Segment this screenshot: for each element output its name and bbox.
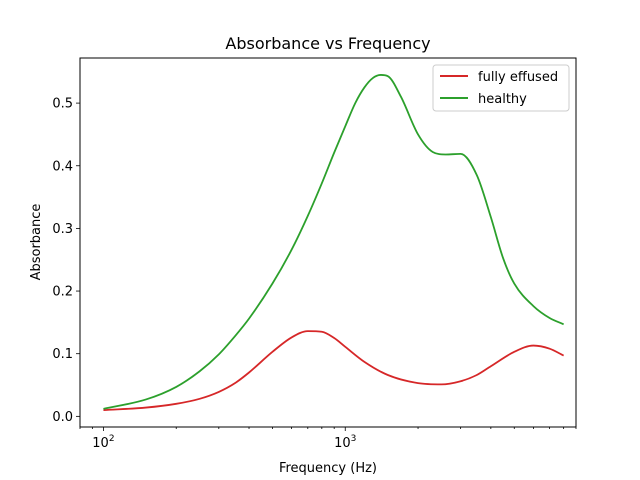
y-tick-label: 0.5 xyxy=(52,97,73,112)
y-tick-label: 0.3 xyxy=(52,222,73,237)
series-line-fully-effused xyxy=(103,330,565,411)
y-tick-label: 0.1 xyxy=(52,347,73,362)
series-layer xyxy=(103,74,565,411)
y-tick-label: 0.4 xyxy=(52,159,73,174)
legend-label-fully-effused: fully effused xyxy=(478,70,558,85)
legend-label-healthy: healthy xyxy=(478,92,527,107)
y-axis-label: Absorbance xyxy=(29,204,44,281)
plot-frame xyxy=(79,57,577,428)
y-tick-label: 0.2 xyxy=(52,285,73,300)
y-axis-ticks: 0.0 0.1 0.2 0.3 0.4 0.5 xyxy=(52,97,80,425)
chart-title: Absorbance vs Frequency xyxy=(225,34,430,53)
x-tick-exponent: 2 xyxy=(109,434,115,444)
x-axis-label: Frequency (Hz) xyxy=(279,461,377,476)
series-line-healthy xyxy=(103,74,564,410)
legend: fully effused healthy xyxy=(432,64,570,112)
y-tick-label: 0.0 xyxy=(52,410,73,425)
x-tick-exponent: 3 xyxy=(351,434,357,444)
plot-area xyxy=(80,58,576,427)
